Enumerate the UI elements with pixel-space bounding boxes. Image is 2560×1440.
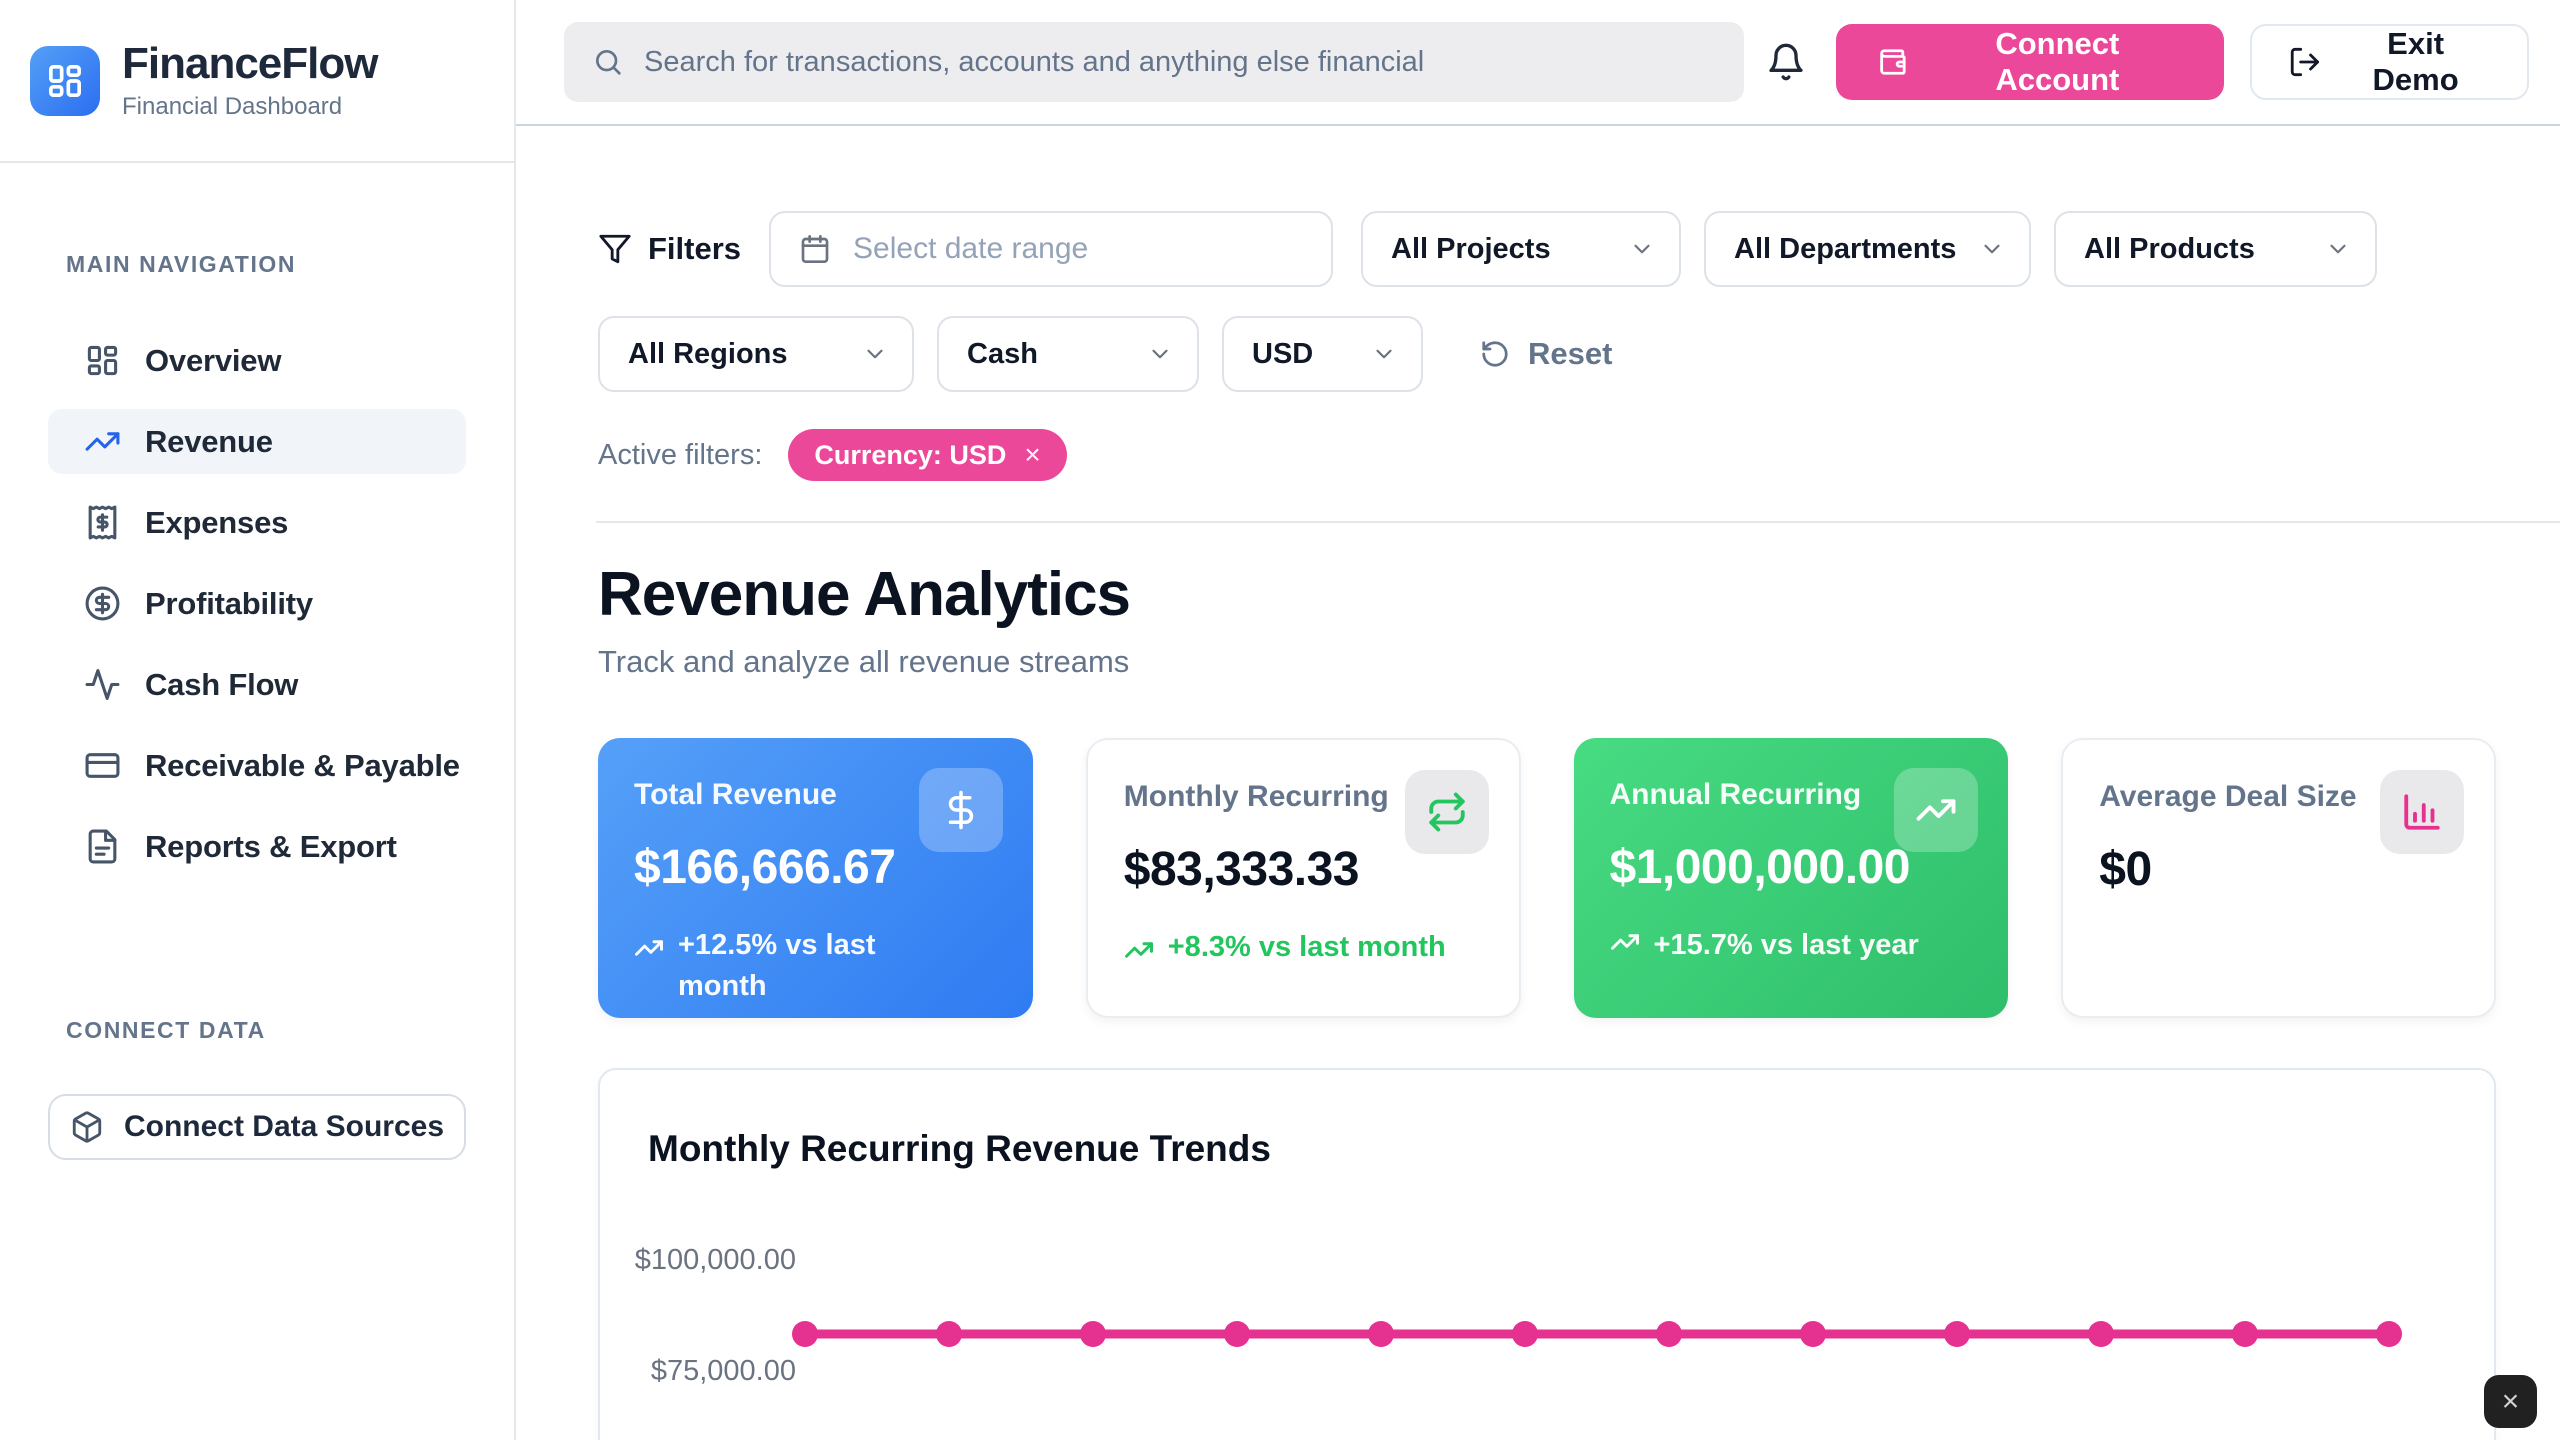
metric-card-monthly-recurring: Monthly Recurring $83,333.33 +8.3% vs la…: [1085, 738, 1521, 1018]
section-divider: [596, 521, 2560, 523]
main-navigation: Overview Revenue Expenses: [48, 328, 466, 895]
exit-demo-label: Exit Demo: [2372, 26, 2459, 97]
date-range-placeholder: Select date range: [853, 232, 1089, 265]
metric-value: $83,333.33: [1123, 843, 1360, 896]
projects-dropdown[interactable]: All Projects: [1361, 211, 1682, 287]
receipt-icon: [88, 505, 117, 540]
sidebar: FinanceFlow Financial Dashboard MAIN NAV…: [0, 0, 516, 1440]
file-text-icon: [88, 829, 117, 864]
calendar-icon: [801, 235, 829, 263]
brand-subtitle: Financial Dashboard: [122, 92, 343, 120]
global-search: [564, 22, 1745, 102]
chevron-down-icon: [2330, 244, 2346, 254]
activity-icon: [85, 669, 120, 700]
wallet-icon: [1880, 49, 1907, 75]
trending-up-icon: [1916, 799, 1956, 821]
chevron-down-icon: [867, 349, 883, 359]
chevron-down-icon: [1152, 349, 1168, 359]
sidebar-item-reports-export[interactable]: Reports & Export: [48, 814, 466, 879]
trending-up-icon: [85, 432, 120, 451]
metric-value: $0: [2099, 843, 2152, 896]
y-axis-tick-label: $100,000.00: [634, 1244, 796, 1276]
close-overlay-button[interactable]: ×: [2484, 1375, 2537, 1428]
sidebar-item-overview[interactable]: Overview: [48, 328, 466, 393]
mrr-trends-chart-card: Monthly Recurring Revenue Trends $100,00…: [598, 1068, 2496, 1440]
page-subtitle: Track and analyze all revenue streams: [598, 644, 1130, 679]
sidebar-item-expenses[interactable]: Expenses: [48, 490, 466, 555]
main-area: Connect Account Exit Demo Filters: [516, 0, 2560, 1440]
sidebar-item-label: Expenses: [145, 504, 289, 540]
trending-up-icon: [1124, 942, 1153, 958]
circle-dollar-icon: [85, 586, 120, 621]
trending-up-icon: [1610, 934, 1639, 950]
exit-demo-button[interactable]: Exit Demo: [2250, 24, 2529, 100]
sidebar-item-label: Overview: [145, 342, 282, 378]
chip-label: Currency: USD: [814, 439, 1007, 470]
sidebar-item-label: Revenue: [145, 423, 273, 459]
dollar-sign-icon: [948, 790, 973, 830]
active-filter-chip-currency[interactable]: Currency: USD ×: [788, 429, 1067, 481]
connect-account-label: Connect Account: [1995, 26, 2120, 97]
connect-section-heading: CONNECT DATA: [66, 1017, 266, 1043]
filters-label: Filters: [598, 231, 741, 267]
rotate-ccw-icon: [1482, 341, 1508, 367]
metric-value: $166,666.67: [634, 841, 896, 894]
connect-data-sources-button[interactable]: Connect Data Sources: [48, 1094, 466, 1160]
chevron-down-icon: [1984, 244, 2000, 254]
chevron-down-icon: [1376, 349, 1392, 359]
metric-card-total-revenue: Total Revenue $166,666.67 +12.5% vs last…: [598, 738, 1033, 1018]
content: Filters Select date range All Projects A…: [516, 126, 2560, 1440]
metric-value: $1,000,000.00: [1609, 841, 1911, 894]
connect-data-sources-label: Connect Data Sources: [123, 1110, 445, 1143]
regions-dropdown[interactable]: All Regions: [598, 316, 914, 392]
bar-chart-icon: [2404, 794, 2440, 830]
sidebar-item-label: Reports & Export: [145, 828, 397, 864]
mrr-line-chart: [792, 1321, 2402, 1347]
active-filters-row: Active filters: Currency: USD ×: [598, 429, 2496, 481]
topbar: Connect Account Exit Demo: [516, 0, 2560, 126]
sidebar-item-receivable-payable[interactable]: Receivable & Payable: [48, 733, 466, 798]
repeat-icon: [1428, 792, 1465, 832]
log-out-icon: [2291, 47, 2320, 77]
departments-dropdown[interactable]: All Departments: [1704, 211, 2032, 287]
page-title: Revenue Analytics: [598, 560, 1131, 629]
search-icon: [596, 50, 621, 75]
filters-row-2: All Regions Cash USD Reset: [598, 316, 2496, 392]
chevron-down-icon: [1634, 244, 1650, 254]
cash-basis-dropdown[interactable]: Cash: [937, 316, 1199, 392]
sidebar-item-label: Cash Flow: [145, 666, 299, 702]
search-input[interactable]: [644, 45, 1717, 79]
bell-icon: [1769, 43, 1804, 81]
brand-name: FinanceFlow: [122, 39, 378, 89]
y-axis-tick-label: $75,000.00: [650, 1355, 796, 1387]
brand: FinanceFlow Financial Dashboard: [0, 0, 514, 163]
metric-cards: Total Revenue $166,666.67 +12.5% vs last…: [598, 738, 2496, 1018]
metric-card-annual-recurring: Annual Recurring $1,000,000.00 +15.7% vs…: [1573, 738, 2009, 1018]
notifications-button[interactable]: [1766, 42, 1806, 82]
nav-section-heading: MAIN NAVIGATION: [66, 251, 297, 277]
connect-account-button[interactable]: Connect Account: [1836, 24, 2225, 100]
chip-close-icon[interactable]: ×: [1024, 439, 1041, 470]
layout-dashboard-icon: [87, 345, 118, 376]
currency-dropdown[interactable]: USD: [1222, 316, 1423, 392]
active-filters-label: Active filters:: [598, 438, 763, 471]
filter-funnel-icon: [599, 234, 631, 264]
sidebar-item-cash-flow[interactable]: Cash Flow: [48, 652, 466, 717]
app-logo-icon: [30, 45, 100, 116]
filters-row-1: Filters Select date range All Projects A…: [598, 211, 2496, 287]
credit-card-icon: [85, 753, 120, 778]
products-dropdown[interactable]: All Products: [2054, 211, 2378, 287]
chart-title: Monthly Recurring Revenue Trends: [648, 1128, 1271, 1169]
sidebar-item-label: Receivable & Payable: [145, 747, 460, 783]
sidebar-item-profitability[interactable]: Profitability: [48, 571, 466, 636]
sidebar-item-revenue[interactable]: Revenue: [48, 409, 466, 474]
reset-filters-button[interactable]: Reset: [1480, 336, 1612, 372]
cube-icon: [72, 1111, 102, 1143]
sidebar-item-label: Profitability: [145, 585, 313, 621]
metric-card-average-deal-size: Average Deal Size $0: [2061, 738, 2496, 1018]
date-range-input[interactable]: Select date range: [769, 211, 1334, 287]
trending-up-icon: [635, 940, 663, 956]
